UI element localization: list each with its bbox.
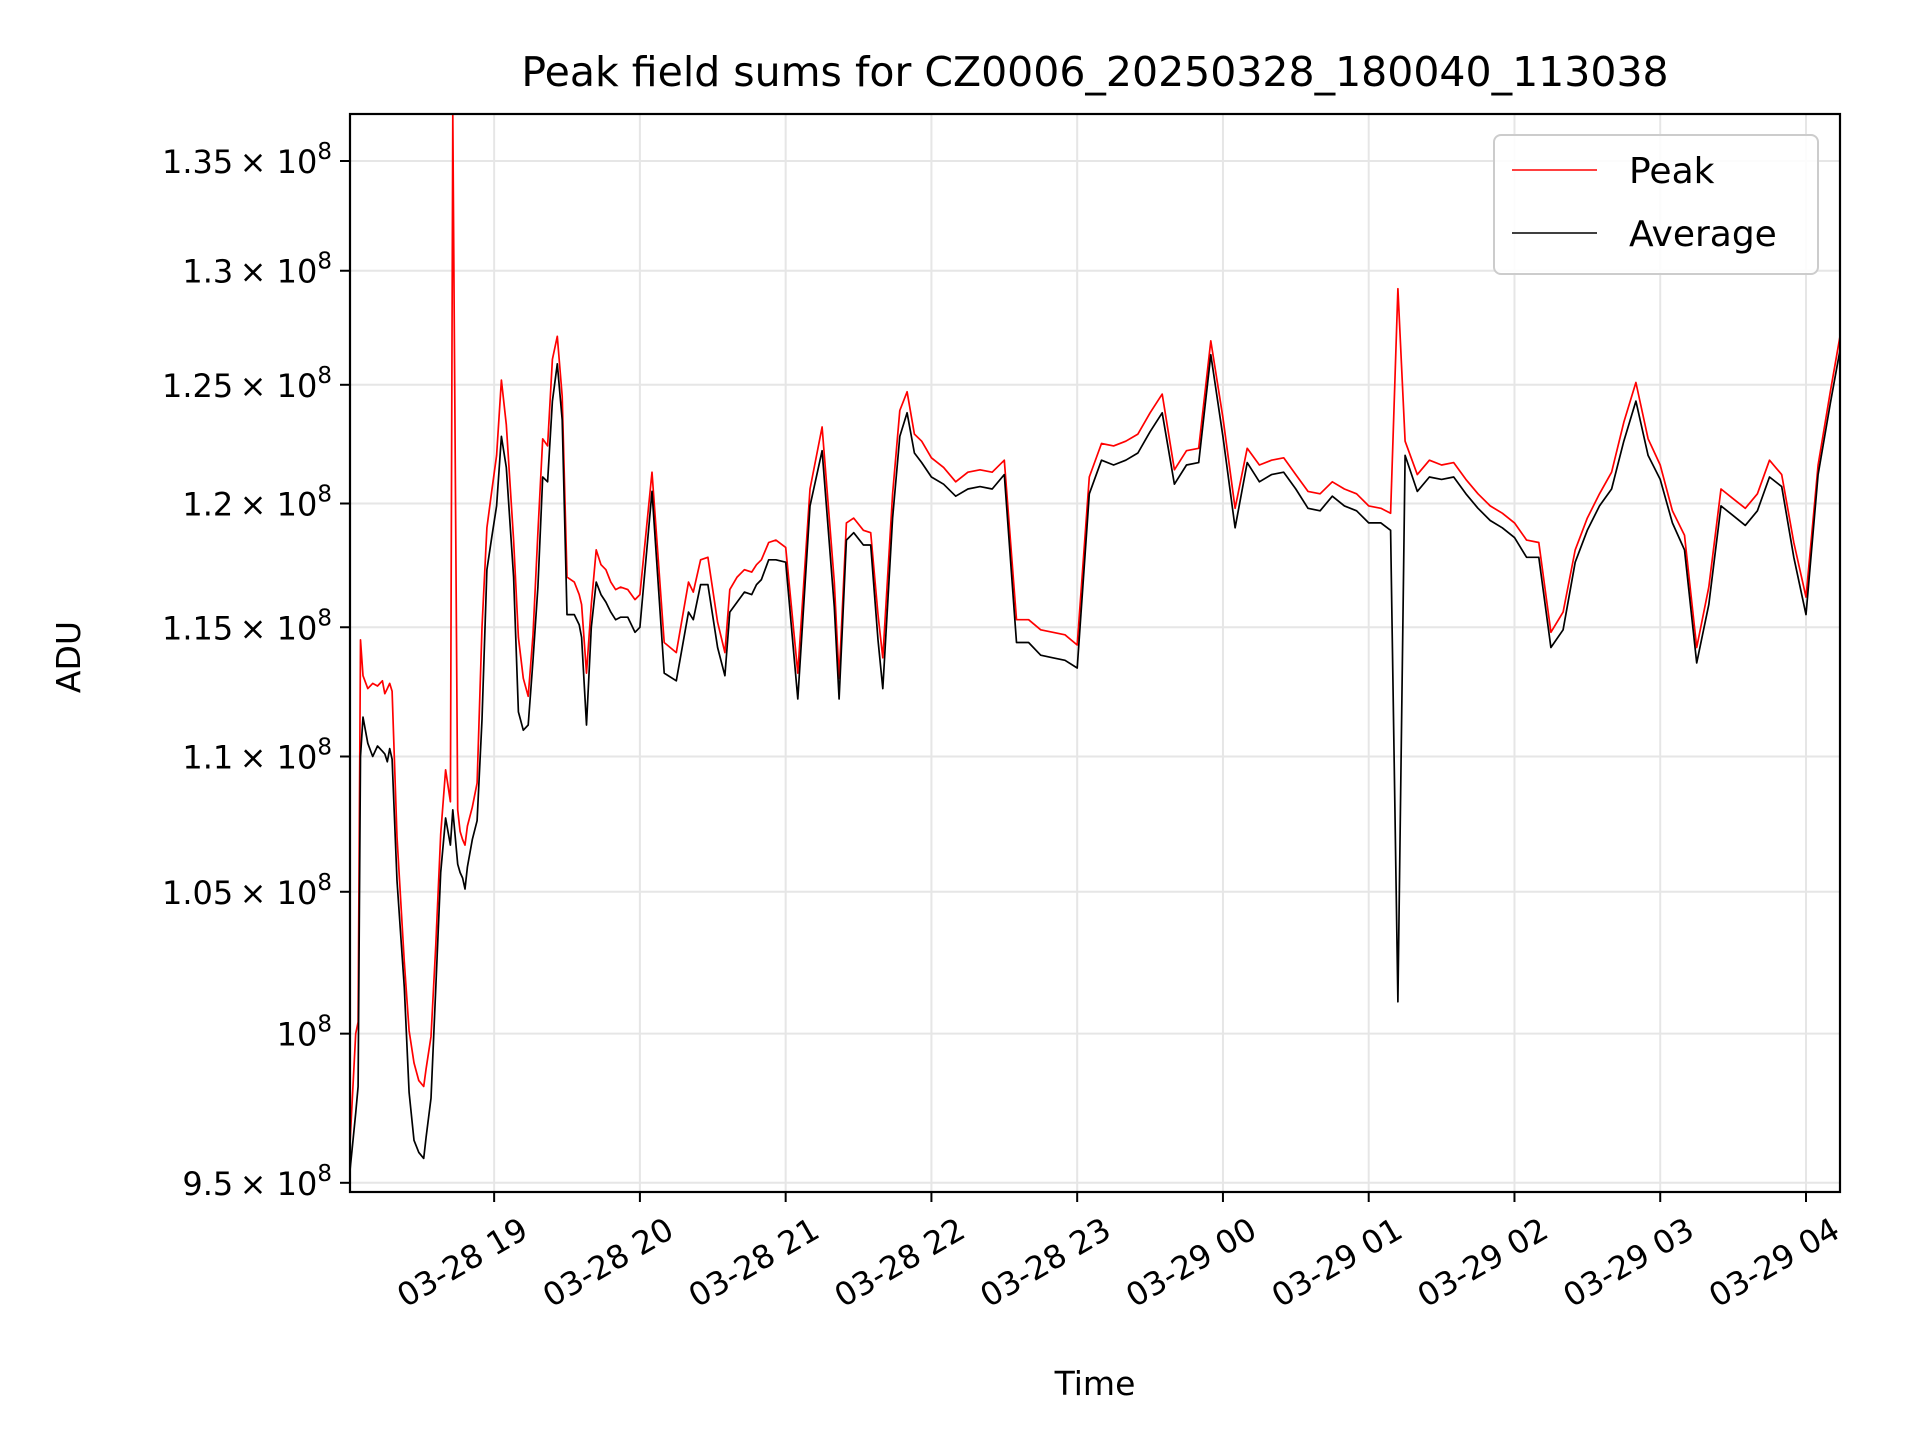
y-axis-ticks: 9.5 × 108 108 1.05 × 108 1.1 × 108 1.15 × 10…: [162, 139, 350, 1203]
gridlines: [350, 114, 1840, 1192]
y-tick-label: 1.05 × 108: [162, 870, 332, 912]
y-tick-label: 1.3 × 108: [182, 249, 332, 291]
y-tick-label: 1.2 × 108: [182, 481, 332, 523]
series-line-peak: [349, 113, 1841, 1144]
x-axis-label: Time: [1054, 1364, 1136, 1403]
legend: Peak Average: [1493, 134, 1819, 275]
series-line-average: [349, 349, 1841, 1171]
series-layer: [349, 113, 1841, 1171]
plot-frame: [348, 112, 1842, 1194]
y-tick-label: 1.25 × 108: [162, 363, 332, 405]
chart-title: Peak field sums for CZ0006_20250328_1800…: [521, 48, 1668, 96]
y-tick-label: 1.15 × 108: [162, 605, 332, 647]
y-tick-label: 1.35 × 108: [162, 139, 332, 181]
legend-label-average: Average: [1629, 214, 1777, 255]
y-tick-label: 108: [277, 1012, 332, 1054]
y-axis-label: ADU: [49, 621, 88, 693]
legend-label-peak: Peak: [1629, 151, 1715, 192]
y-tick-label: 1.1 × 108: [182, 735, 332, 777]
y-tick-label: 9.5 × 108: [182, 1161, 332, 1203]
